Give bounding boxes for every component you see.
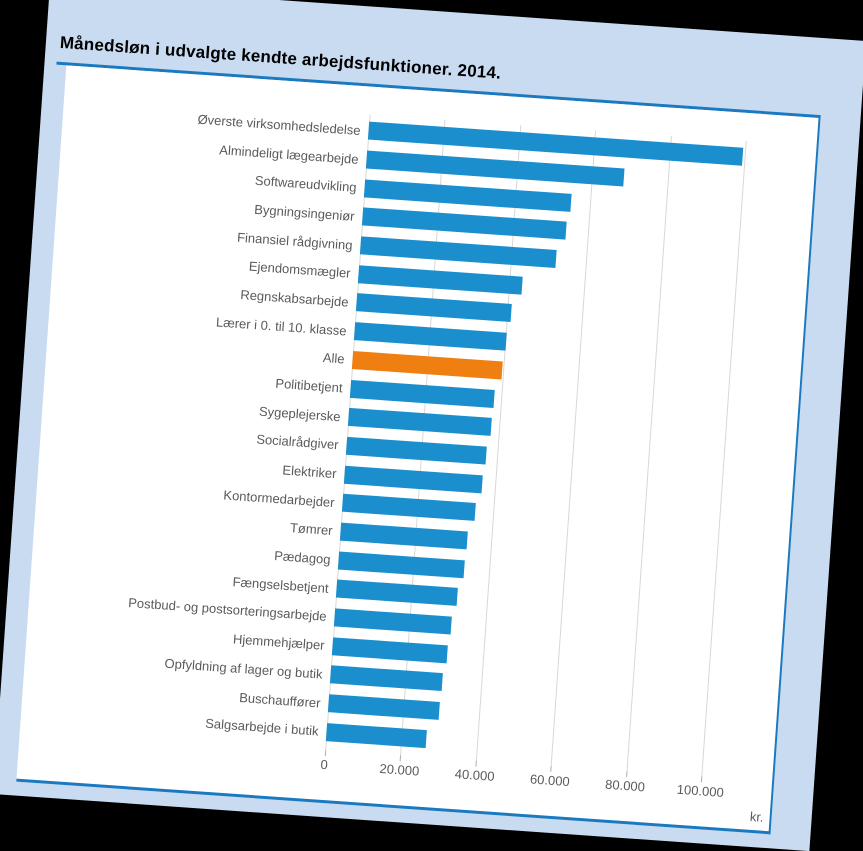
bar [325,722,427,748]
bar [337,551,465,578]
axis-tick [700,776,703,783]
axis-tick [400,755,402,762]
bar [341,493,476,522]
axis-tick [625,771,628,778]
bar [357,265,523,295]
gridline [626,135,672,772]
bar [349,379,495,408]
bar [335,579,458,607]
bar [339,522,468,550]
axis-tick-label: 80.000 [604,776,646,795]
axis-tick-label: 0 [320,756,329,773]
bar [361,207,567,240]
axis-tick [550,765,552,772]
category-label: Salgsarbejde i butik [204,715,320,739]
bar [333,608,452,635]
bar [343,465,483,493]
axis-tick-label: 60.000 [529,771,571,790]
bar [363,179,572,212]
bar [347,408,492,437]
bar [355,293,512,323]
gridline [701,140,747,777]
bar [331,636,448,663]
bar [329,665,443,692]
bar [353,322,507,351]
bar [327,694,440,720]
axis-tick [475,760,477,767]
axis-tick-label: 20.000 [379,760,420,779]
bar [359,236,557,269]
bar [345,436,487,465]
axis-tick [324,750,327,757]
axis-tick-label: 100.000 [676,781,725,800]
axis-tick-label: 40.000 [454,766,496,784]
